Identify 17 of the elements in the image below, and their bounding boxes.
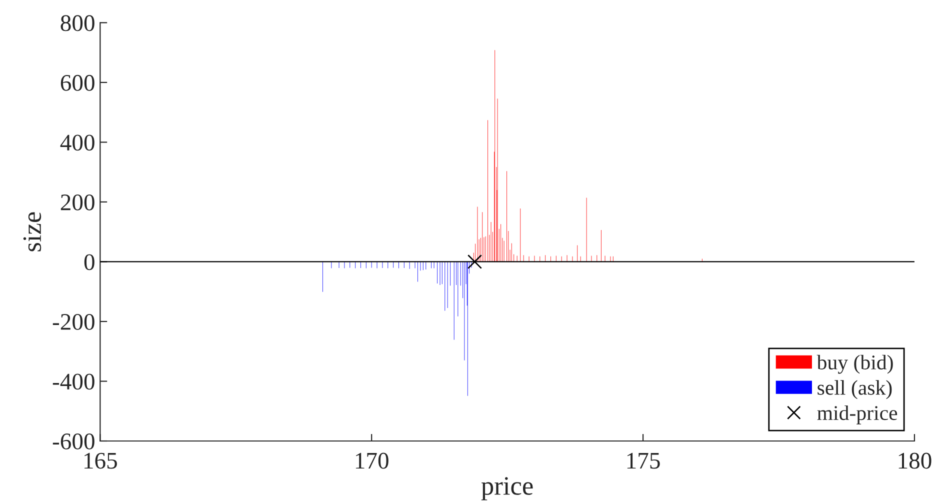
y-axis-title: size bbox=[23, 212, 42, 252]
legend-label: sell (ask) bbox=[818, 380, 892, 400]
x-tick-label: 170 bbox=[356, 452, 388, 469]
x-tick-label: 175 bbox=[627, 452, 660, 469]
y-tick-label: 0 bbox=[84, 254, 94, 270]
y-tick-label: 200 bbox=[60, 194, 94, 210]
y-tick-label: -400 bbox=[52, 374, 94, 390]
y-tick-label: -200 bbox=[52, 314, 94, 330]
y-tick-label: 400 bbox=[60, 134, 94, 151]
y-tick-label: 800 bbox=[60, 15, 94, 32]
x-tick-label: 165 bbox=[84, 452, 117, 469]
y-tick-label: -600 bbox=[52, 433, 94, 450]
x-axis-title: price bbox=[481, 477, 533, 500]
legend-label: buy (bid) bbox=[816, 354, 893, 374]
x-tick-label: 180 bbox=[898, 452, 932, 469]
y-tick-label: 600 bbox=[60, 74, 94, 91]
legend-label: mid-price bbox=[817, 405, 898, 424]
